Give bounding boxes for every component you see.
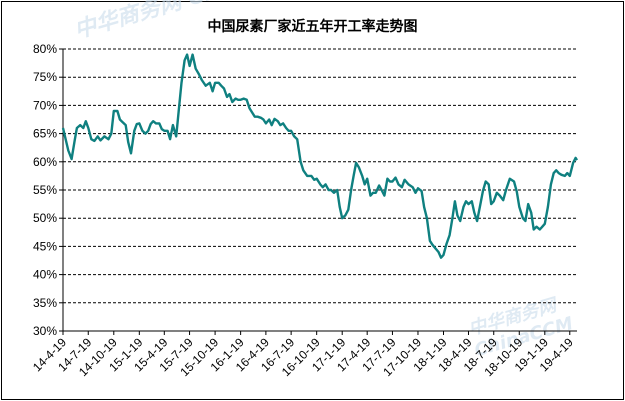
y-tick-label: 75%	[33, 70, 57, 84]
series-line	[61, 53, 579, 259]
y-tick-label: 55%	[33, 183, 57, 197]
y-tick-label: 80%	[33, 42, 57, 56]
y-tick-label: 35%	[33, 296, 57, 310]
y-tick-labels: 30% 35% 40% 45% 50% 55% 60% 65% 70% 75% 80%	[33, 42, 57, 338]
y-tick-label: 45%	[33, 239, 57, 253]
y-tick-label: 65%	[33, 127, 57, 141]
y-tick-label: 40%	[33, 268, 57, 282]
y-tick-label: 60%	[33, 155, 57, 169]
axes	[59, 48, 577, 335]
y-tick-label: 70%	[33, 98, 57, 112]
y-tick-label: 30%	[33, 324, 57, 338]
series	[61, 53, 579, 259]
gridlines	[63, 48, 577, 304]
y-tick-label: 50%	[33, 211, 57, 225]
chart-title: 中国尿素厂家近五年开工率走势图	[207, 19, 418, 35]
x-tick-labels: 14-4-1914-7-1914-10-1915-1-1915-4-1915-7…	[30, 335, 576, 379]
